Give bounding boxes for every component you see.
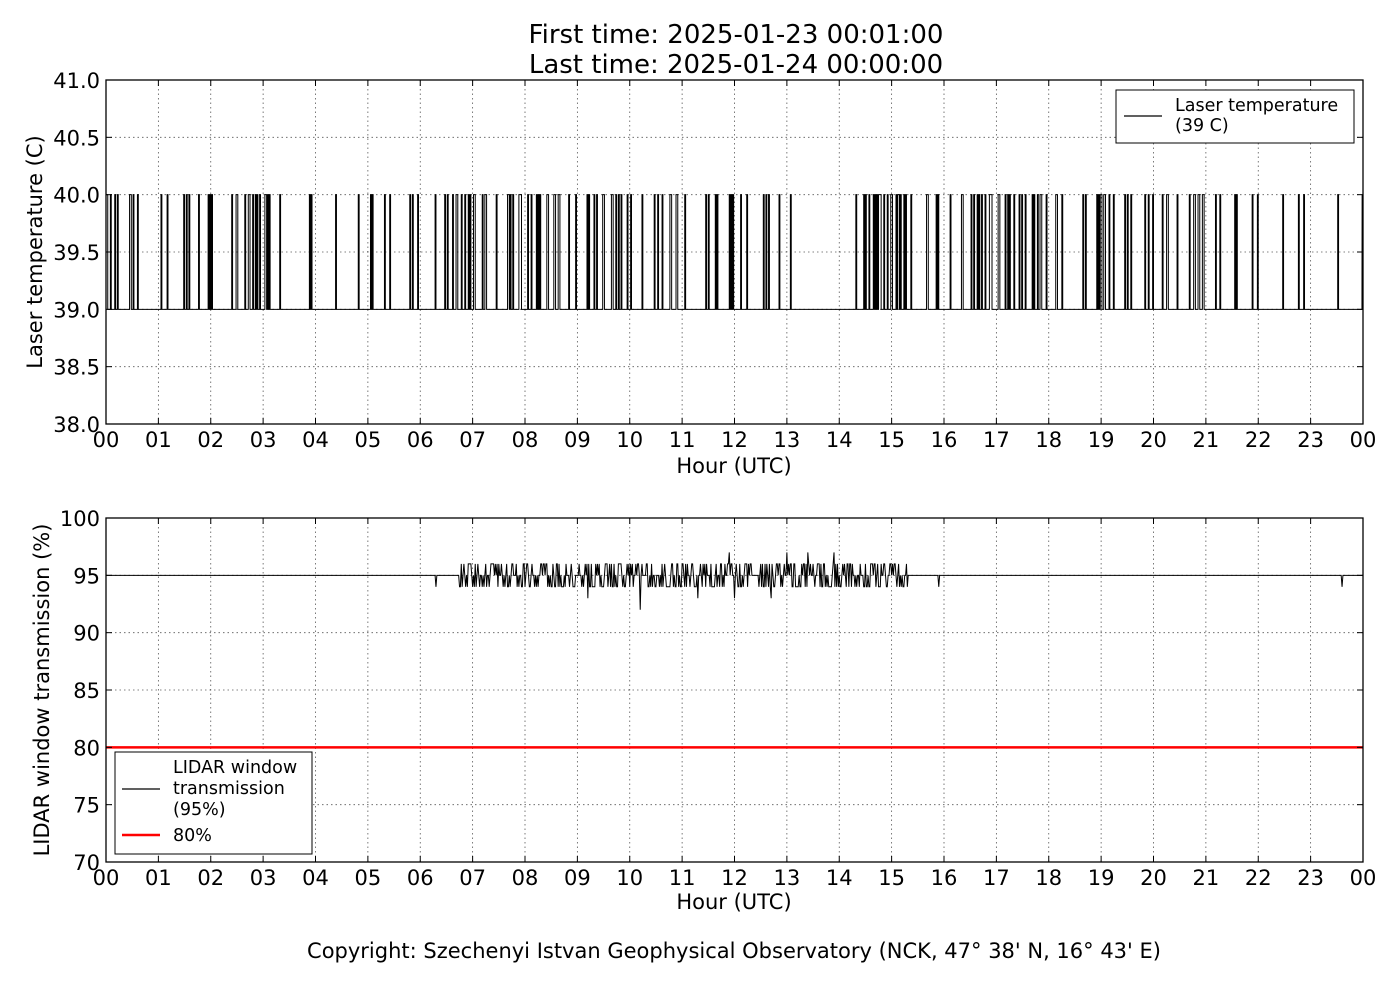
- bottom-x-tick-label: 15: [878, 866, 905, 890]
- top-x-tick-label: 23: [1297, 428, 1324, 452]
- bottom-x-tick-label: 10: [616, 866, 643, 890]
- bottom-legend-label-transmission-3: (95%): [173, 800, 226, 820]
- top-x-tick-label: 01: [145, 428, 172, 452]
- top-y-tick-label: 39.0: [53, 298, 100, 322]
- bottom-y-tick-label: 75: [73, 794, 100, 818]
- bottom-legend-label-threshold: 80%: [173, 826, 212, 846]
- top-legend: Laser temperature (39 C): [1115, 89, 1355, 144]
- top-x-tick-label: 19: [1088, 428, 1115, 452]
- bottom-x-tick-label: 16: [931, 866, 958, 890]
- title-line-2: Last time: 2025-01-24 00:00:00: [529, 50, 943, 80]
- top-legend-label-line1: Laser temperature: [1175, 96, 1338, 116]
- top-x-tick-label: 20: [1140, 428, 1167, 452]
- laser-temperature-line: [106, 194, 1364, 310]
- bottom-x-tick-label: 05: [355, 866, 382, 890]
- top-x-tick-label: 18: [1035, 428, 1062, 452]
- top-x-tick-label: 07: [459, 428, 486, 452]
- lidar-transmission-series: [106, 552, 1363, 610]
- bottom-x-tick-label: 11: [669, 866, 696, 890]
- top-x-tick-label: 21: [1193, 428, 1220, 452]
- top-x-tick-label: 10: [616, 428, 643, 452]
- lidar-transmission-line: [106, 552, 1363, 610]
- top-x-tick-label: 15: [878, 428, 905, 452]
- top-y-tick-label: 40.0: [53, 184, 100, 208]
- bottom-x-tick-label: 04: [302, 866, 329, 890]
- bottom-gridlines: [106, 518, 1363, 862]
- bottom-legend-label-transmission-1: LIDAR window: [173, 758, 297, 778]
- bottom-y-tick-label: 95: [73, 564, 100, 588]
- bottom-x-tick-label: 06: [407, 866, 434, 890]
- bottom-y-axis-label: LIDAR window transmission (%): [30, 524, 54, 857]
- bottom-x-tick-label: 00: [1350, 866, 1377, 890]
- top-x-tick-label: 00: [93, 428, 120, 452]
- top-gridlines: [106, 80, 1363, 424]
- top-x-tick-label: 04: [302, 428, 329, 452]
- top-y-tick-label: 39.5: [53, 241, 100, 265]
- bottom-y-tick-label: 85: [73, 679, 100, 703]
- bottom-x-tick-label: 02: [197, 866, 224, 890]
- bottom-y-tick-label: 90: [73, 622, 100, 646]
- bottom-x-tick-label: 20: [1140, 866, 1167, 890]
- top-y-tick-label: 38.0: [53, 413, 100, 437]
- top-axis-ticks: 00 01 02 03 04 05 06 07 08 09 10 11 12 13 14 15 16 17 18 19…: [53, 69, 1376, 452]
- bottom-x-tick-label: 08: [512, 866, 539, 890]
- top-x-tick-label: 13: [774, 428, 801, 452]
- top-x-tick-label: 06: [407, 428, 434, 452]
- top-y-tick-label: 40.5: [53, 126, 100, 150]
- top-x-tick-label: 05: [355, 428, 382, 452]
- bottom-y-tick-label: 70: [73, 851, 100, 875]
- top-x-tick-label: 16: [931, 428, 958, 452]
- top-x-tick-label: 08: [512, 428, 539, 452]
- top-y-axis-label: Laser temperature (C): [23, 135, 47, 368]
- bottom-x-tick-label: 01: [145, 866, 172, 890]
- top-x-tick-label: 00: [1350, 428, 1377, 452]
- top-x-tick-label: 12: [721, 428, 748, 452]
- bottom-x-tick-label: 07: [459, 866, 486, 890]
- top-x-tick-label: 03: [250, 428, 277, 452]
- bottom-axis-ticks: 00 01 02 03 04 05 06 07 08 09 10 11 12 13 14 15 16 17 18 19…: [60, 507, 1376, 890]
- top-x-tick-label: 11: [669, 428, 696, 452]
- copyright-text: Copyright: Szechenyi Istvan Geophysical …: [307, 939, 1161, 963]
- bottom-x-tick-label: 09: [564, 866, 591, 890]
- top-x-tick-label: 09: [564, 428, 591, 452]
- top-x-tick-label: 14: [826, 428, 853, 452]
- bottom-x-tick-label: 14: [826, 866, 853, 890]
- top-x-tick-label: 02: [197, 428, 224, 452]
- bottom-x-tick-label: 23: [1297, 866, 1324, 890]
- bottom-x-tick-label: 19: [1088, 866, 1115, 890]
- bottom-x-tick-label: 12: [721, 866, 748, 890]
- top-y-tick-label: 38.5: [53, 356, 100, 380]
- bottom-legend-label-transmission-2: transmission: [173, 779, 285, 799]
- lidar-window-transmission-chart: 00 01 02 03 04 05 06 07 08 09 10 11 12 13 14 15 16 17 18 19…: [30, 507, 1376, 914]
- bottom-x-tick-label: 18: [1035, 866, 1062, 890]
- bottom-x-tick-label: 22: [1245, 866, 1272, 890]
- bottom-y-tick-label: 80: [73, 736, 100, 760]
- top-y-tick-label: 41.0: [53, 69, 100, 93]
- bottom-legend: LIDAR window transmission (95%) 80%: [114, 751, 313, 855]
- laser-temperature-series: [106, 194, 1364, 310]
- bottom-x-tick-label: 17: [983, 866, 1010, 890]
- top-x-tick-label: 17: [983, 428, 1010, 452]
- bottom-x-axis-label: Hour (UTC): [676, 890, 791, 914]
- bottom-y-tick-label: 100: [60, 507, 100, 531]
- bottom-x-tick-label: 21: [1193, 866, 1220, 890]
- bottom-x-tick-label: 00: [93, 866, 120, 890]
- top-x-axis-label: Hour (UTC): [676, 454, 791, 478]
- bottom-x-tick-label: 03: [250, 866, 277, 890]
- bottom-x-tick-label: 13: [774, 866, 801, 890]
- title-line-1: First time: 2025-01-23 00:01:00: [529, 20, 944, 50]
- top-legend-label-line2: (39 C): [1175, 116, 1229, 136]
- top-x-tick-label: 22: [1245, 428, 1272, 452]
- laser-temperature-chart: 00 01 02 03 04 05 06 07 08 09 10 11 12 13 14 15 16 17 18 19…: [23, 69, 1376, 478]
- bottom-legend-box: [114, 751, 313, 855]
